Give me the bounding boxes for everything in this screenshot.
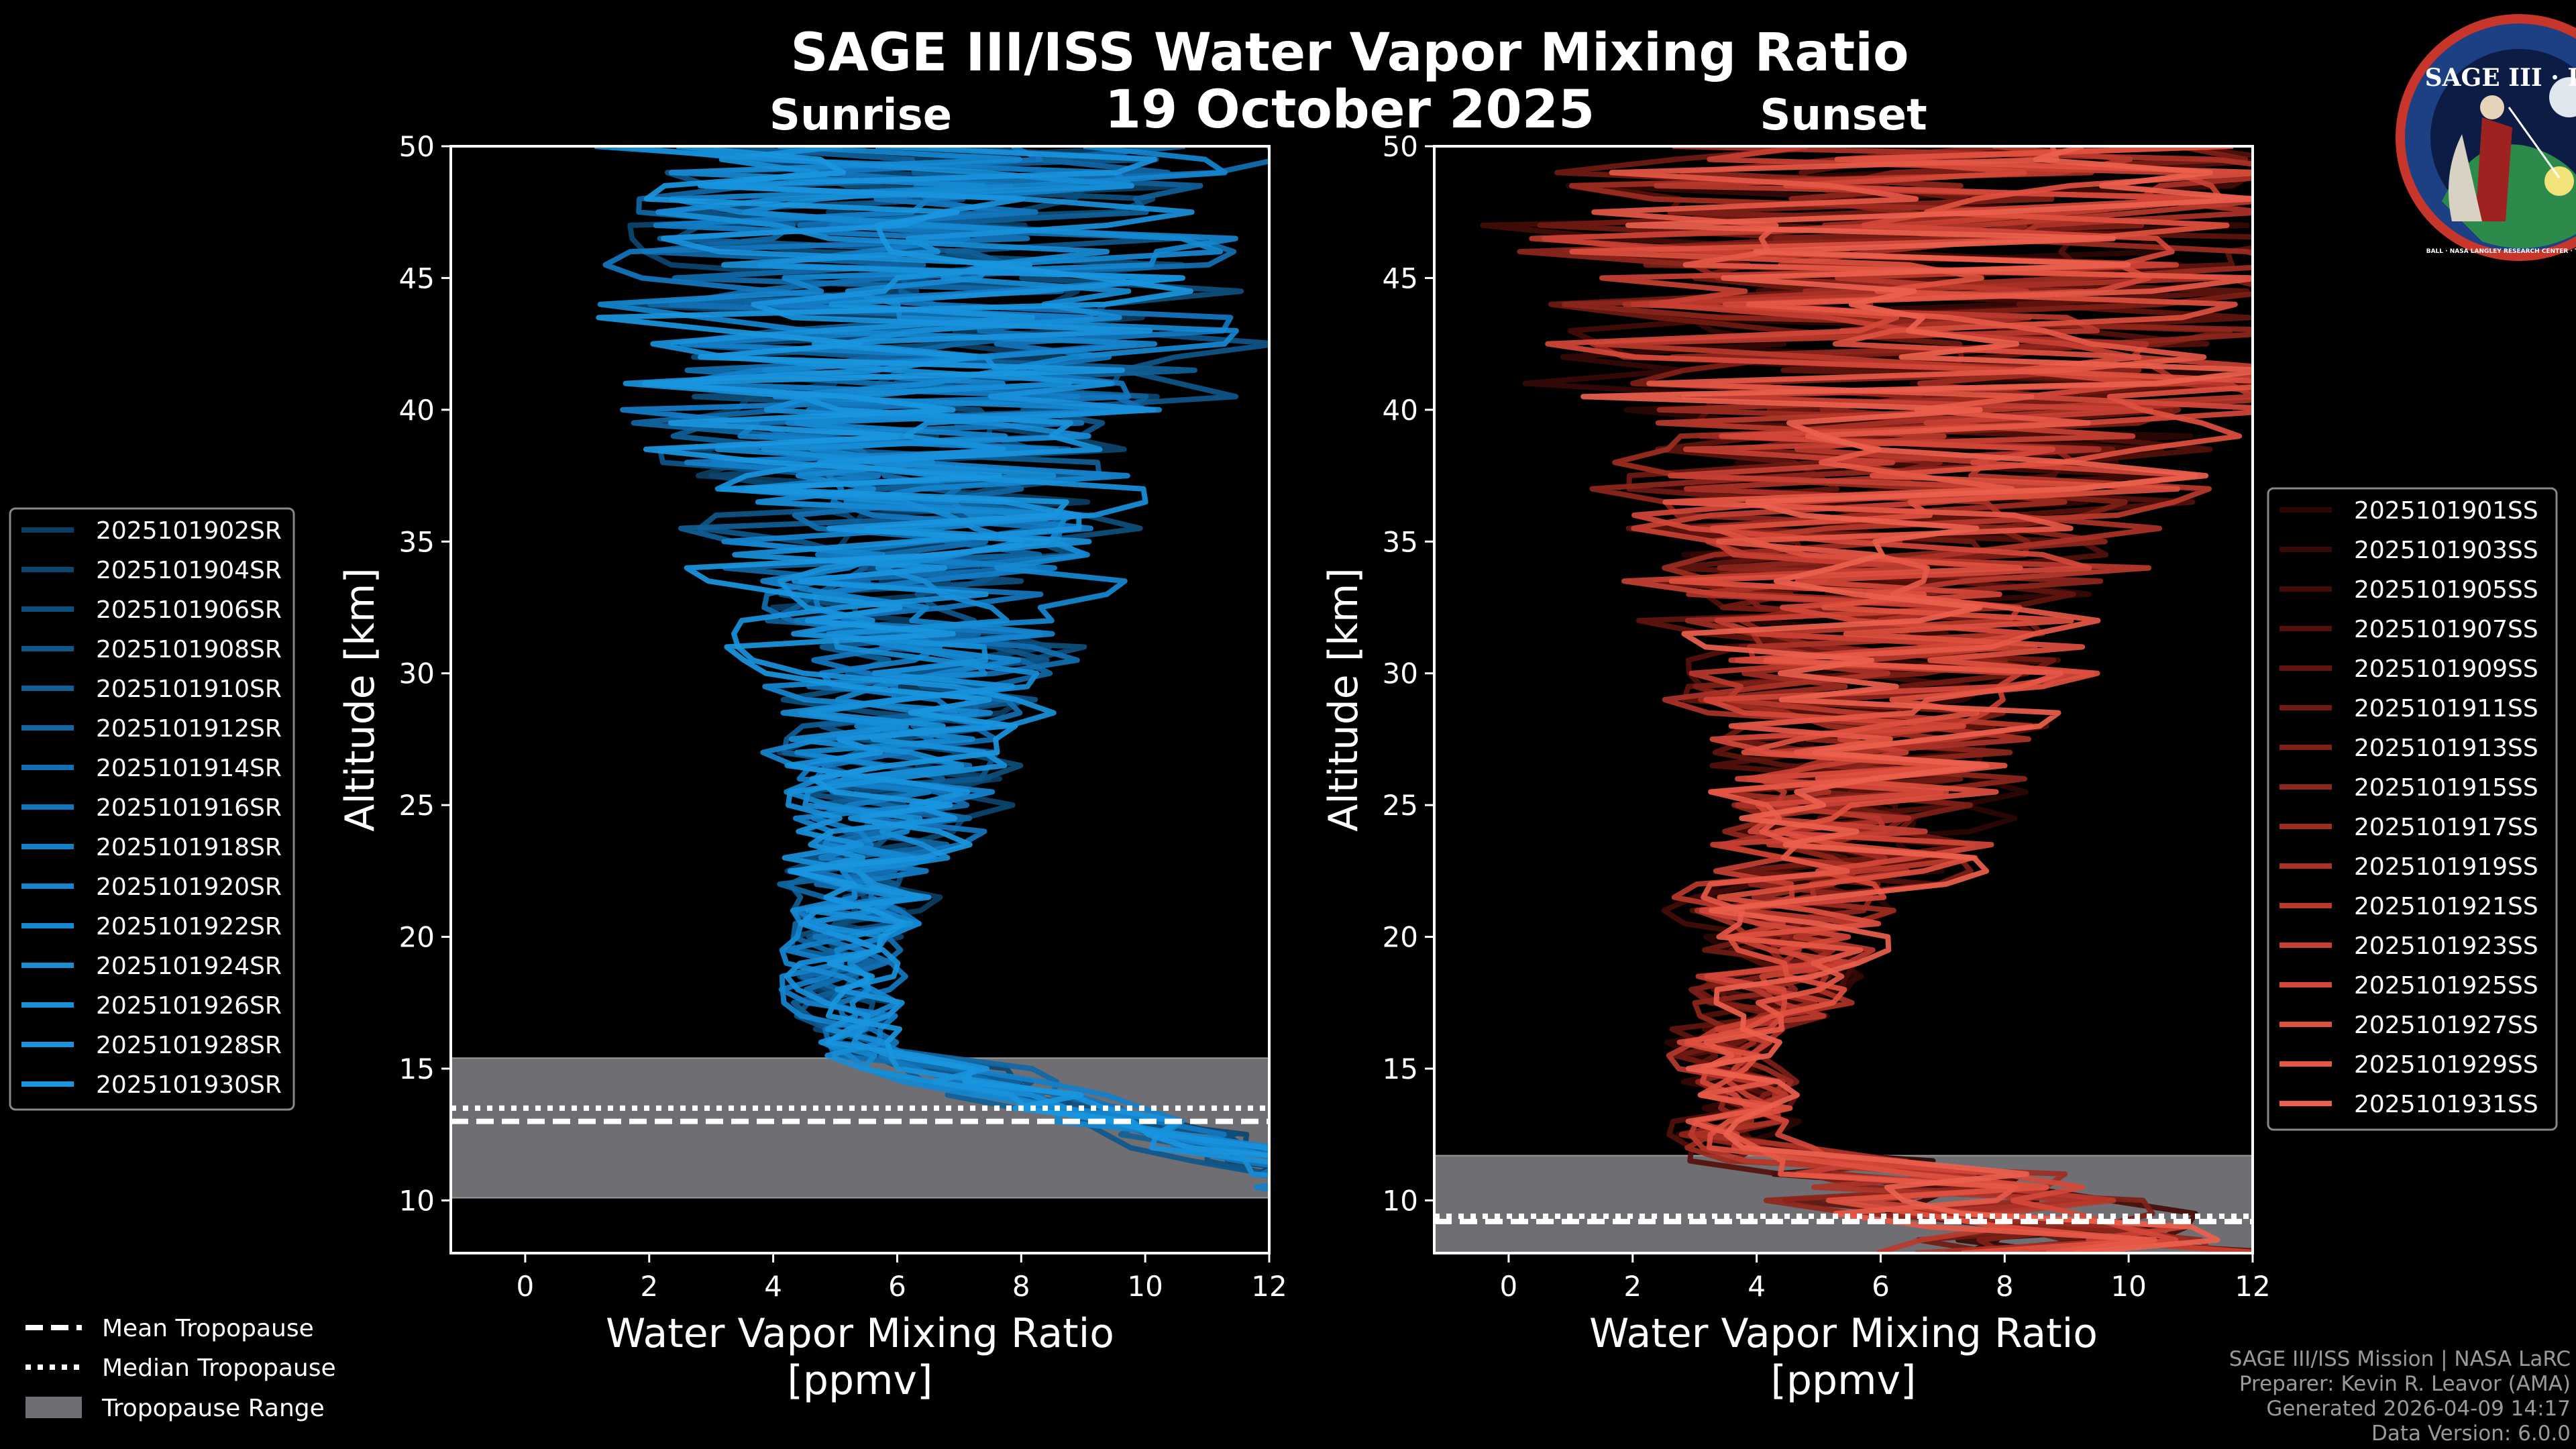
- legend-label: 2025101905SS: [2354, 576, 2538, 604]
- y-tick-label: 45: [1383, 262, 1418, 294]
- tropopause-range-swatch: [25, 1397, 82, 1418]
- tropopause-range-label: Tropopause Range: [101, 1395, 325, 1422]
- credit-data-version: Data Version: 6.0.0: [2371, 1421, 2571, 1446]
- x-tick-label: 2: [640, 1270, 658, 1303]
- x-tick-label: 8: [1012, 1270, 1030, 1303]
- legend-label: 2025101915SS: [2354, 774, 2538, 802]
- x-tick-label: 6: [888, 1270, 906, 1303]
- legend-label: 2025101921SS: [2354, 893, 2538, 920]
- sunrise-panel: 0 2 4 6 8 10 12 10 15 20 25 30 35 40 45 50 Water Vapor M…: [337, 130, 1287, 1404]
- x-axis-unit: [ppmv]: [788, 1357, 933, 1404]
- chart-date: 19 October 2025: [1105, 80, 1595, 140]
- y-tick-label: 10: [399, 1184, 435, 1217]
- credit-mission: SAGE III/ISS Mission | NASA LaRC: [2229, 1347, 2571, 1371]
- legend-label: 2025101910SR: [96, 676, 282, 703]
- legend-label: 2025101918SR: [96, 834, 282, 861]
- y-tick-label: 30: [399, 657, 435, 690]
- mean-tropopause-label: Mean Tropopause: [102, 1315, 314, 1342]
- y-tick-label: 50: [399, 130, 435, 163]
- legend-label: 2025101906SR: [96, 596, 282, 624]
- credit-generated: Generated 2026-04-09 14:17: [2266, 1397, 2571, 1421]
- legend-label: 2025101929SS: [2354, 1051, 2538, 1079]
- sunset-subtitle: Sunset: [1760, 91, 1927, 140]
- legend-label: 2025101907SS: [2354, 616, 2538, 643]
- x-tick-label: 0: [517, 1270, 535, 1303]
- legend-label: 2025101912SR: [96, 715, 282, 743]
- legend-label: 2025101931SS: [2354, 1091, 2538, 1118]
- sunset-legend: 2025101901SS 2025101903SS 2025101905SS 2025…: [2267, 487, 2558, 1131]
- y-tick-label: 45: [399, 262, 435, 294]
- sunset-panel: 0 2 4 6 8 10 12 10 15 20 25 30 35 40 45 50 Water Vapor M…: [1320, 130, 2271, 1404]
- sunrise-legend: 2025101902SR 2025101904SR 2025101906SR 2025…: [9, 507, 295, 1111]
- x-tick-label: 8: [1996, 1270, 2014, 1303]
- x-tick-label: 2: [1623, 1270, 1642, 1303]
- logo-ring-text: BALL · NASA LANGLEY RESEARCH CENTER · TA…: [2426, 248, 2576, 255]
- profile-line-2025101926SR: [650, 146, 1269, 1165]
- profile-line-2025101928SR: [623, 146, 1269, 1152]
- legend-label: 2025101917SS: [2354, 814, 2538, 841]
- legend-label: 2025101903SS: [2354, 537, 2538, 564]
- legend-label: 2025101909SS: [2354, 655, 2538, 683]
- y-tick-label: 20: [1383, 921, 1418, 954]
- legend-label: 2025101916SR: [96, 794, 282, 822]
- legend-label: 2025101914SR: [96, 755, 282, 782]
- y-tick-label: 10: [1383, 1184, 1418, 1217]
- legend-label: 2025101904SR: [96, 557, 282, 584]
- logo-title: SAGE III · ISS: [2425, 64, 2576, 92]
- profile-line-2025101931SS: [1580, 146, 2253, 1253]
- legend-label: 2025101923SS: [2354, 932, 2538, 960]
- y-tick-label: 15: [1383, 1053, 1418, 1085]
- legend-label: 2025101922SR: [96, 913, 282, 941]
- x-tick-label: 4: [764, 1270, 782, 1303]
- tropopause-legend: Mean Tropopause Median Tropopause Tropop…: [25, 1315, 336, 1422]
- median-tropopause-label: Median Tropopause: [102, 1354, 336, 1382]
- legend-label: 2025101901SS: [2354, 497, 2538, 525]
- legend-label: 2025101926SR: [96, 992, 282, 1020]
- y-tick-label: 50: [1383, 130, 1418, 163]
- x-tick-label: 12: [2235, 1270, 2270, 1303]
- x-axis-label: Water Vapor Mixing Ratio: [1589, 1310, 2098, 1357]
- chart-title: SAGE III/ISS Water Vapor Mixing Ratio: [790, 23, 1909, 83]
- y-tick-label: 35: [1383, 525, 1418, 558]
- legend-label: 2025101928SR: [96, 1032, 282, 1059]
- legend-label: 2025101919SS: [2354, 853, 2538, 881]
- legend-label: 2025101927SS: [2354, 1012, 2538, 1039]
- x-axis-unit: [ppmv]: [1771, 1357, 1917, 1404]
- legend-label: 2025101930SR: [96, 1071, 282, 1099]
- x-tick-label: 10: [1127, 1270, 1163, 1303]
- x-tick-label: 6: [1872, 1270, 1890, 1303]
- y-tick-label: 35: [399, 525, 435, 558]
- credit-preparer: Preparer: Kevin R. Leavor (AMA): [2239, 1372, 2571, 1396]
- legend-label: 2025101913SS: [2354, 735, 2538, 762]
- profile-line-2025101927SS: [1569, 146, 2253, 1253]
- x-tick-label: 12: [1251, 1270, 1287, 1303]
- credits: SAGE III/ISS Mission | NASA LaRC Prepare…: [2229, 1347, 2571, 1446]
- legend-label: 2025101908SR: [96, 636, 282, 663]
- legend-label: 2025101911SS: [2354, 695, 2538, 722]
- legend-label: 2025101925SS: [2354, 972, 2538, 1000]
- x-tick-label: 10: [2110, 1270, 2146, 1303]
- profile-line-2025101930SR: [596, 146, 1269, 1159]
- y-axis-label: Altitude [km]: [1320, 568, 1367, 832]
- sunrise-subtitle: Sunrise: [769, 91, 952, 140]
- y-tick-label: 40: [399, 394, 435, 427]
- legend-label: 2025101902SR: [96, 517, 282, 545]
- x-axis-label: Water Vapor Mixing Ratio: [606, 1310, 1114, 1357]
- x-tick-label: 4: [1748, 1270, 1766, 1303]
- y-tick-label: 20: [399, 921, 435, 954]
- legend-label: 2025101924SR: [96, 953, 282, 980]
- y-tick-label: 25: [1383, 789, 1418, 822]
- axes-frame: [1433, 145, 2254, 1254]
- y-tick-label: 40: [1383, 394, 1418, 427]
- legend-label: 2025101920SR: [96, 873, 282, 901]
- axes-frame: [449, 145, 1271, 1254]
- y-axis-label: Altitude [km]: [337, 568, 384, 832]
- x-tick-label: 0: [1500, 1270, 1518, 1303]
- y-tick-label: 15: [399, 1053, 435, 1085]
- sage-iii-iss-logo: SAGE III · ISS BALL · NASA LANGLEY RESEA…: [2396, 14, 2576, 261]
- y-tick-label: 30: [1383, 657, 1418, 690]
- y-tick-label: 25: [399, 789, 435, 822]
